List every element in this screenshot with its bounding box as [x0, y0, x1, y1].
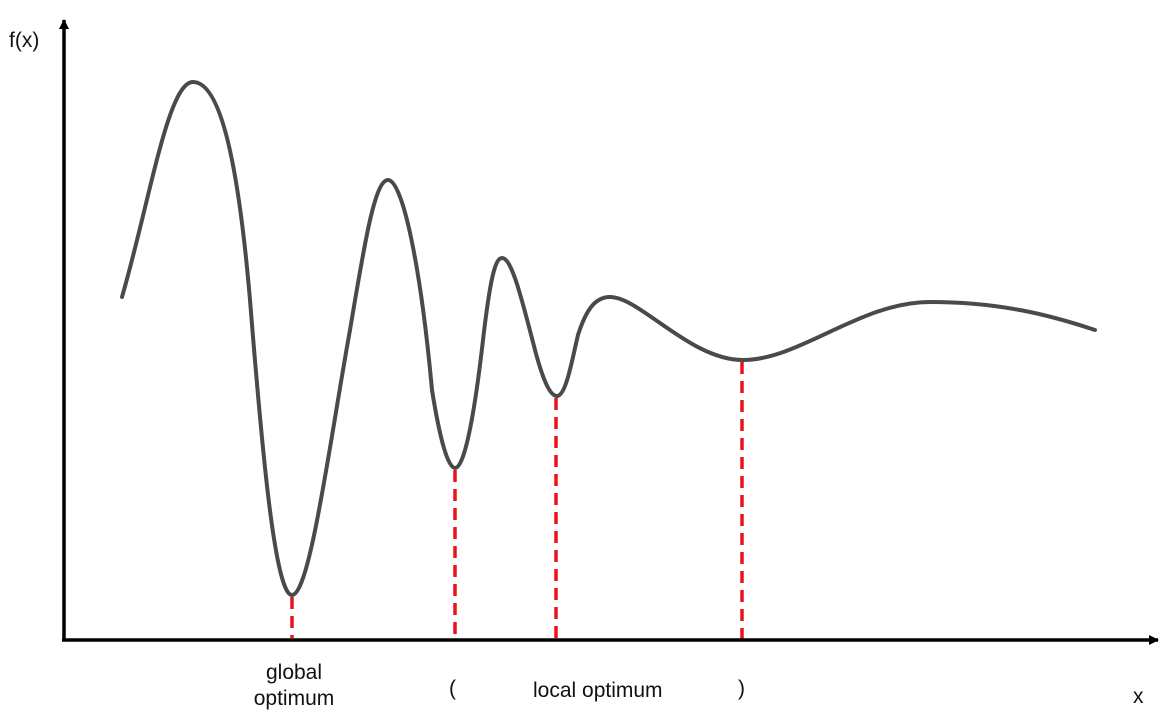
range-close-bracket: ) [738, 677, 745, 700]
range-open-bracket: ( [449, 677, 456, 700]
global-optimum-label: global optimum [253, 661, 335, 710]
local-optimum-label: local optimum [533, 679, 663, 702]
x-axis-label: x [1133, 685, 1144, 708]
function-curve [120, 80, 1097, 597]
y-axis-label: f(x) [9, 29, 40, 52]
